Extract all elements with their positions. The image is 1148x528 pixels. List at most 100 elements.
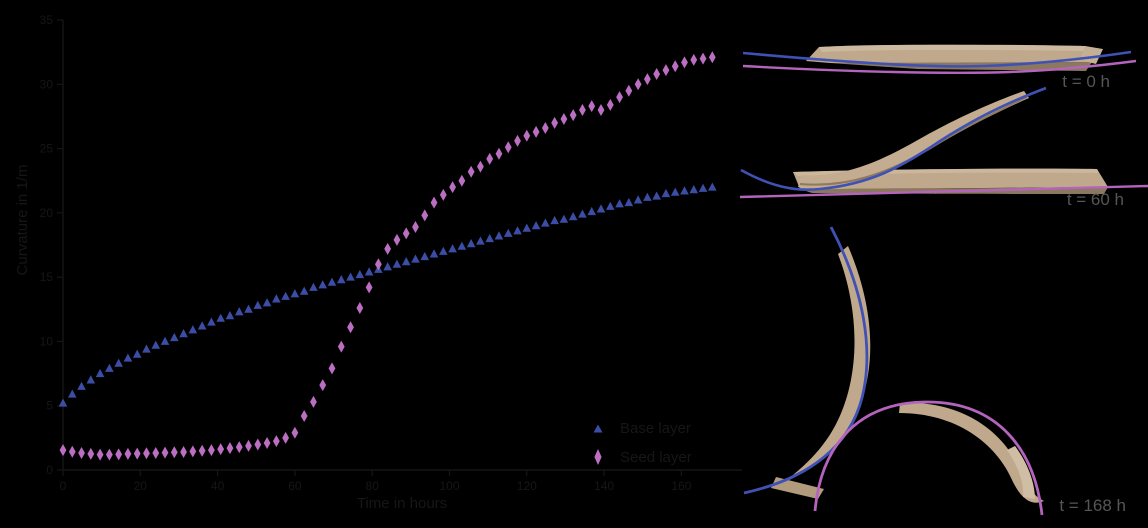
- data-point-thin-diamond: [384, 242, 392, 255]
- data-point-thin-diamond: [310, 395, 317, 408]
- y-tick-label: 20: [40, 206, 54, 220]
- data-point-thin-diamond: [263, 437, 271, 449]
- data-point-triangle: [244, 304, 253, 313]
- data-point-triangle: [670, 187, 680, 196]
- data-point-triangle: [272, 294, 281, 303]
- data-point-triangle: [448, 244, 457, 253]
- data-point-thin-diamond: [198, 444, 206, 457]
- photo-t60: t = 60 h: [739, 86, 1148, 209]
- data-point-thin-diamond: [254, 438, 262, 451]
- data-point-thin-diamond: [551, 116, 559, 129]
- data-point-triangle: [596, 204, 606, 213]
- curvature-plot: 0 20 40 60 80 100 120 140 160 0 5 10 15 20 25 30 35 Tim…: [14, 13, 742, 512]
- data-point-thin-diamond: [606, 98, 614, 111]
- data-point-thin-diamond: [319, 379, 327, 392]
- data-point-triangle: [95, 368, 105, 378]
- data-point-triangle: [503, 228, 513, 237]
- time-label-t0: t = 0 h: [1062, 72, 1110, 91]
- data-point-triangle: [541, 218, 550, 227]
- data-point-thin-diamond: [625, 84, 633, 97]
- data-point-triangle: [77, 381, 86, 390]
- x-tick-label: 80: [366, 479, 380, 493]
- data-point-thin-diamond: [588, 100, 596, 113]
- data-point-triangle: [299, 286, 309, 295]
- data-point-triangle: [615, 199, 624, 208]
- data-point-thin-diamond: [634, 78, 642, 91]
- data-point-thin-diamond: [152, 447, 160, 460]
- data-point-thin-diamond: [226, 442, 234, 455]
- legend-marker-diamond-icon: [594, 449, 602, 465]
- data-point-triangle: [605, 201, 615, 210]
- data-point-triangle: [142, 344, 151, 353]
- data-point-triangle: [197, 321, 207, 330]
- data-point-thin-diamond: [532, 125, 540, 138]
- model-curve-pink-t168: [813, 400, 1044, 516]
- y-tick-label: 35: [40, 13, 54, 27]
- data-point-thin-diamond: [374, 258, 382, 271]
- data-point-thin-diamond: [579, 104, 586, 116]
- data-point-thin-diamond: [504, 141, 512, 154]
- data-point-thin-diamond: [328, 362, 336, 375]
- data-point-thin-diamond: [597, 104, 605, 116]
- x-tick-label: 120: [517, 479, 537, 493]
- data-point-triangle: [559, 214, 569, 223]
- data-point-triangle: [355, 269, 365, 279]
- data-point-triangle: [578, 209, 587, 218]
- data-point-thin-diamond: [412, 221, 419, 233]
- data-point-triangle: [160, 336, 170, 345]
- legend-label-seed-layer: Seed layer: [620, 449, 692, 466]
- data-point-thin-diamond: [356, 302, 364, 314]
- data-point-triangle: [587, 206, 597, 216]
- data-point-thin-diamond: [365, 281, 373, 294]
- data-point-thin-diamond: [690, 53, 698, 66]
- data-point-thin-diamond: [708, 51, 716, 64]
- data-point-thin-diamond: [300, 410, 308, 422]
- data-point-thin-diamond: [402, 227, 410, 240]
- data-point-thin-diamond: [170, 446, 178, 459]
- data-point-triangle: [253, 300, 263, 309]
- data-point-thin-diamond: [115, 448, 123, 461]
- data-point-triangle: [494, 231, 504, 240]
- data-point-triangle: [652, 191, 661, 200]
- data-point-thin-diamond: [699, 52, 707, 65]
- data-point-triangle: [661, 188, 671, 198]
- y-tick-label: 5: [46, 399, 53, 413]
- y-tick-label: 15: [40, 270, 54, 284]
- x-tick-label: 0: [60, 479, 67, 493]
- data-point-thin-diamond: [68, 445, 76, 458]
- data-point-triangle: [309, 282, 318, 291]
- data-point-triangle: [188, 325, 198, 334]
- data-point-triangle: [466, 239, 476, 248]
- data-point-triangle: [439, 246, 448, 255]
- data-point-triangle: [114, 358, 123, 367]
- data-point-thin-diamond: [560, 113, 568, 125]
- data-point-thin-diamond: [681, 56, 688, 69]
- data-point-triangle: [708, 182, 717, 191]
- data-point-thin-diamond: [124, 447, 132, 460]
- data-point-thin-diamond: [347, 321, 354, 334]
- data-point-thin-diamond: [477, 160, 484, 173]
- legend-label-base-layer: Base layer: [620, 420, 691, 437]
- wood-strip-curled-t60: [798, 91, 1029, 188]
- data-point-triangle: [327, 277, 337, 286]
- data-point-triangle: [689, 185, 699, 194]
- data-point-triangle: [281, 291, 290, 300]
- data-point-triangle: [67, 389, 77, 398]
- wood-strip-curled-t168-blue: [783, 246, 871, 483]
- data-point-thin-diamond: [514, 134, 521, 147]
- data-point-triangle: [262, 298, 272, 307]
- data-point-triangle: [151, 340, 161, 349]
- photo-t168: t = 168 h: [743, 226, 1126, 516]
- wood-strip-arch-twist: [1007, 446, 1035, 499]
- data-point-triangle: [531, 221, 541, 230]
- x-tick-label: 60: [288, 479, 302, 493]
- data-point-triangle: [485, 233, 494, 243]
- x-tick-label: 20: [134, 479, 148, 493]
- series-base-layer: [58, 182, 717, 407]
- data-point-triangle: [383, 262, 392, 271]
- x-tick-label: 140: [594, 479, 614, 493]
- x-axis-ticks: 0 20 40 60 80 100 120 140 160: [60, 470, 692, 493]
- data-point-thin-diamond: [87, 447, 95, 460]
- data-point-triangle: [698, 183, 708, 192]
